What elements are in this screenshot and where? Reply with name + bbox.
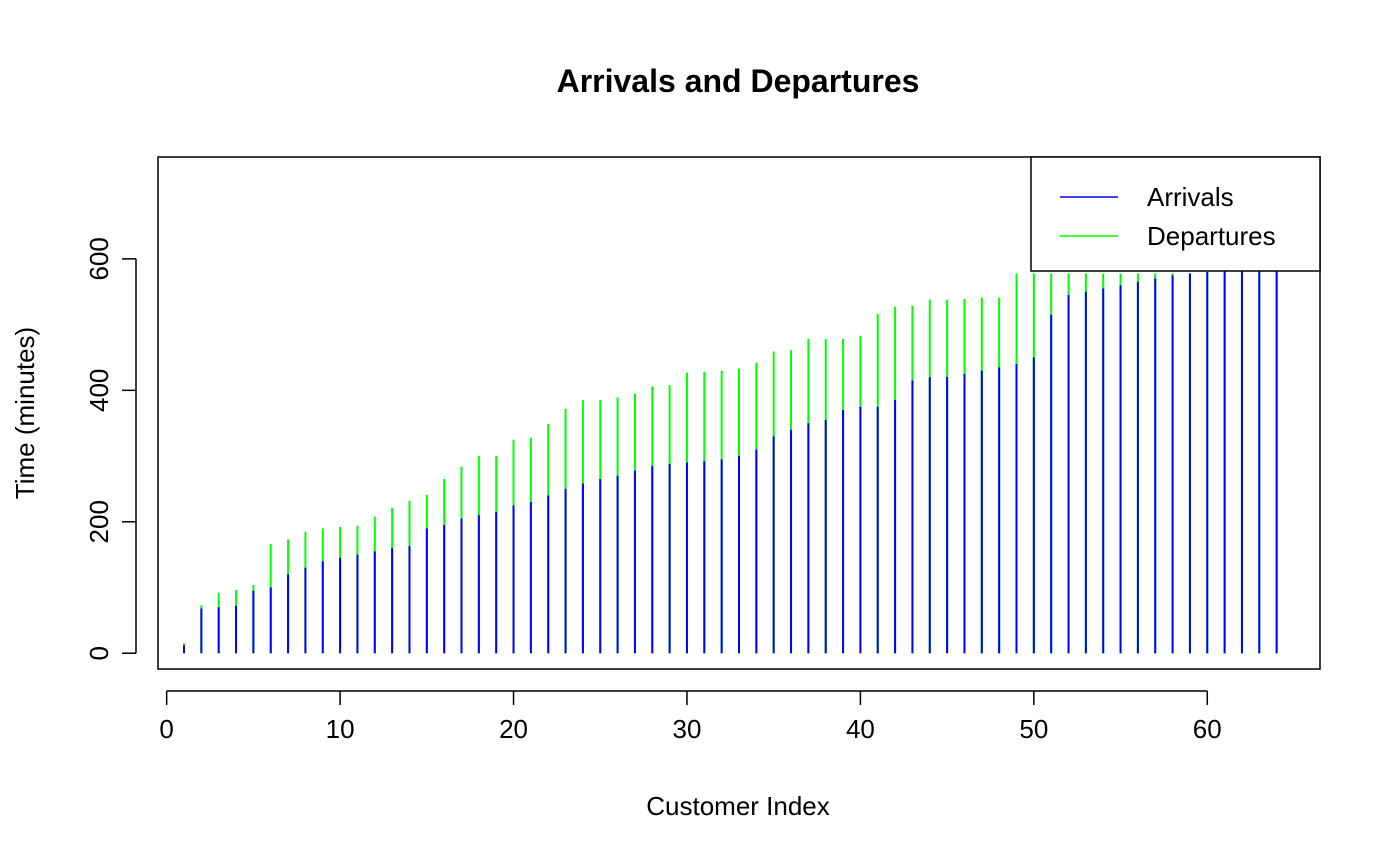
y-tick-label-400: 400 [84, 369, 114, 412]
chart-marks [183, 265, 1278, 654]
chart-title: Arrivals and Departures [557, 63, 920, 99]
x-tick-label-60: 60 [1193, 714, 1222, 744]
legend-label-arrivals: Arrivals [1147, 182, 1234, 212]
x-tick-label-30: 30 [673, 714, 702, 744]
y-axis: 0 200 400 600 [84, 237, 137, 660]
x-axis: 0 10 20 30 40 50 60 [159, 690, 1222, 744]
x-axis-label: Customer Index [646, 791, 830, 821]
plot-frame [157, 156, 1321, 670]
series-departures [183, 273, 1278, 654]
series-arrivals [183, 265, 1278, 654]
x-tick-label-20: 20 [499, 714, 528, 744]
y-tick-label-0: 0 [84, 646, 114, 660]
legend: Arrivals Departures [1030, 156, 1321, 272]
x-tick-label-10: 10 [326, 714, 355, 744]
legend-box [1030, 156, 1321, 272]
x-tick-label-0: 0 [159, 714, 173, 744]
legend-label-departures: Departures [1147, 221, 1276, 251]
x-tick-label-40: 40 [846, 714, 875, 744]
y-tick-label-600: 600 [84, 237, 114, 280]
x-tick-label-50: 50 [1019, 714, 1048, 744]
y-tick-label-200: 200 [84, 500, 114, 543]
y-axis-label: Time (minutes) [10, 327, 40, 499]
